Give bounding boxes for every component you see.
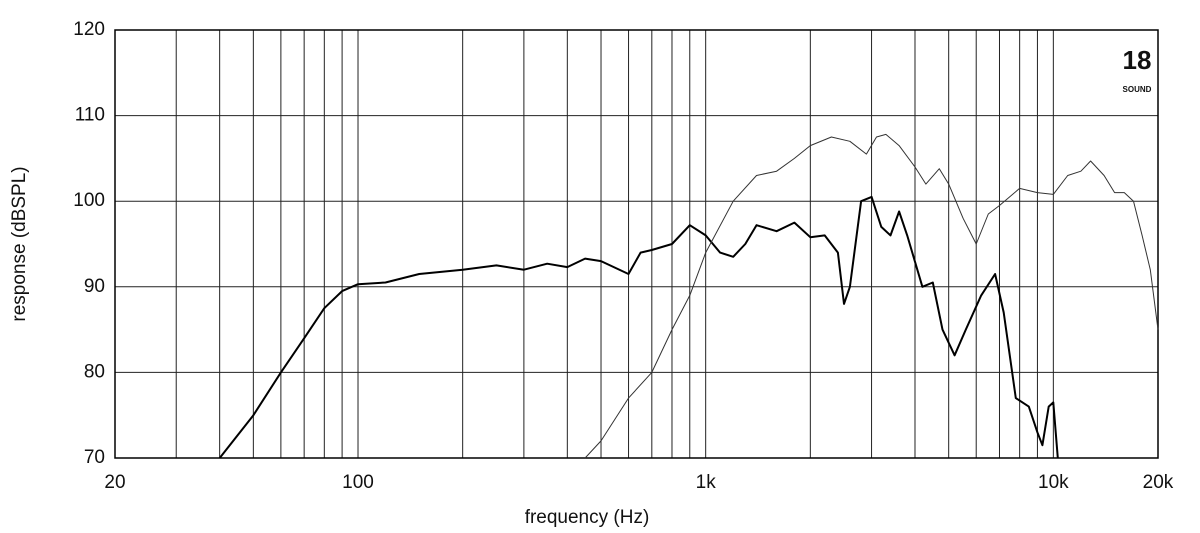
logo: 18 bbox=[1123, 45, 1152, 75]
x-tick-label: 10k bbox=[1038, 472, 1069, 493]
x-axis-label: frequency (Hz) bbox=[525, 507, 650, 528]
y-tick-label: 90 bbox=[84, 276, 105, 297]
x-tick-label: 100 bbox=[342, 472, 374, 493]
series-line bbox=[218, 195, 1059, 459]
y-tick-label: 110 bbox=[75, 105, 105, 126]
y-tick-label: 100 bbox=[73, 190, 105, 211]
y-tick-label: 80 bbox=[84, 361, 105, 382]
y-tick-label: 70 bbox=[84, 447, 105, 468]
y-axis-label: response (dBSPL) bbox=[9, 166, 30, 321]
x-tick-label: 1k bbox=[696, 472, 717, 493]
plot-frame bbox=[114, 29, 1159, 459]
y-tick-label: 120 bbox=[73, 19, 105, 40]
logo-sub: SOUND bbox=[1123, 85, 1152, 94]
x-tick-label: 20 bbox=[104, 472, 125, 493]
series-line bbox=[584, 133, 1159, 459]
x-tick-label: 20k bbox=[1143, 472, 1174, 493]
